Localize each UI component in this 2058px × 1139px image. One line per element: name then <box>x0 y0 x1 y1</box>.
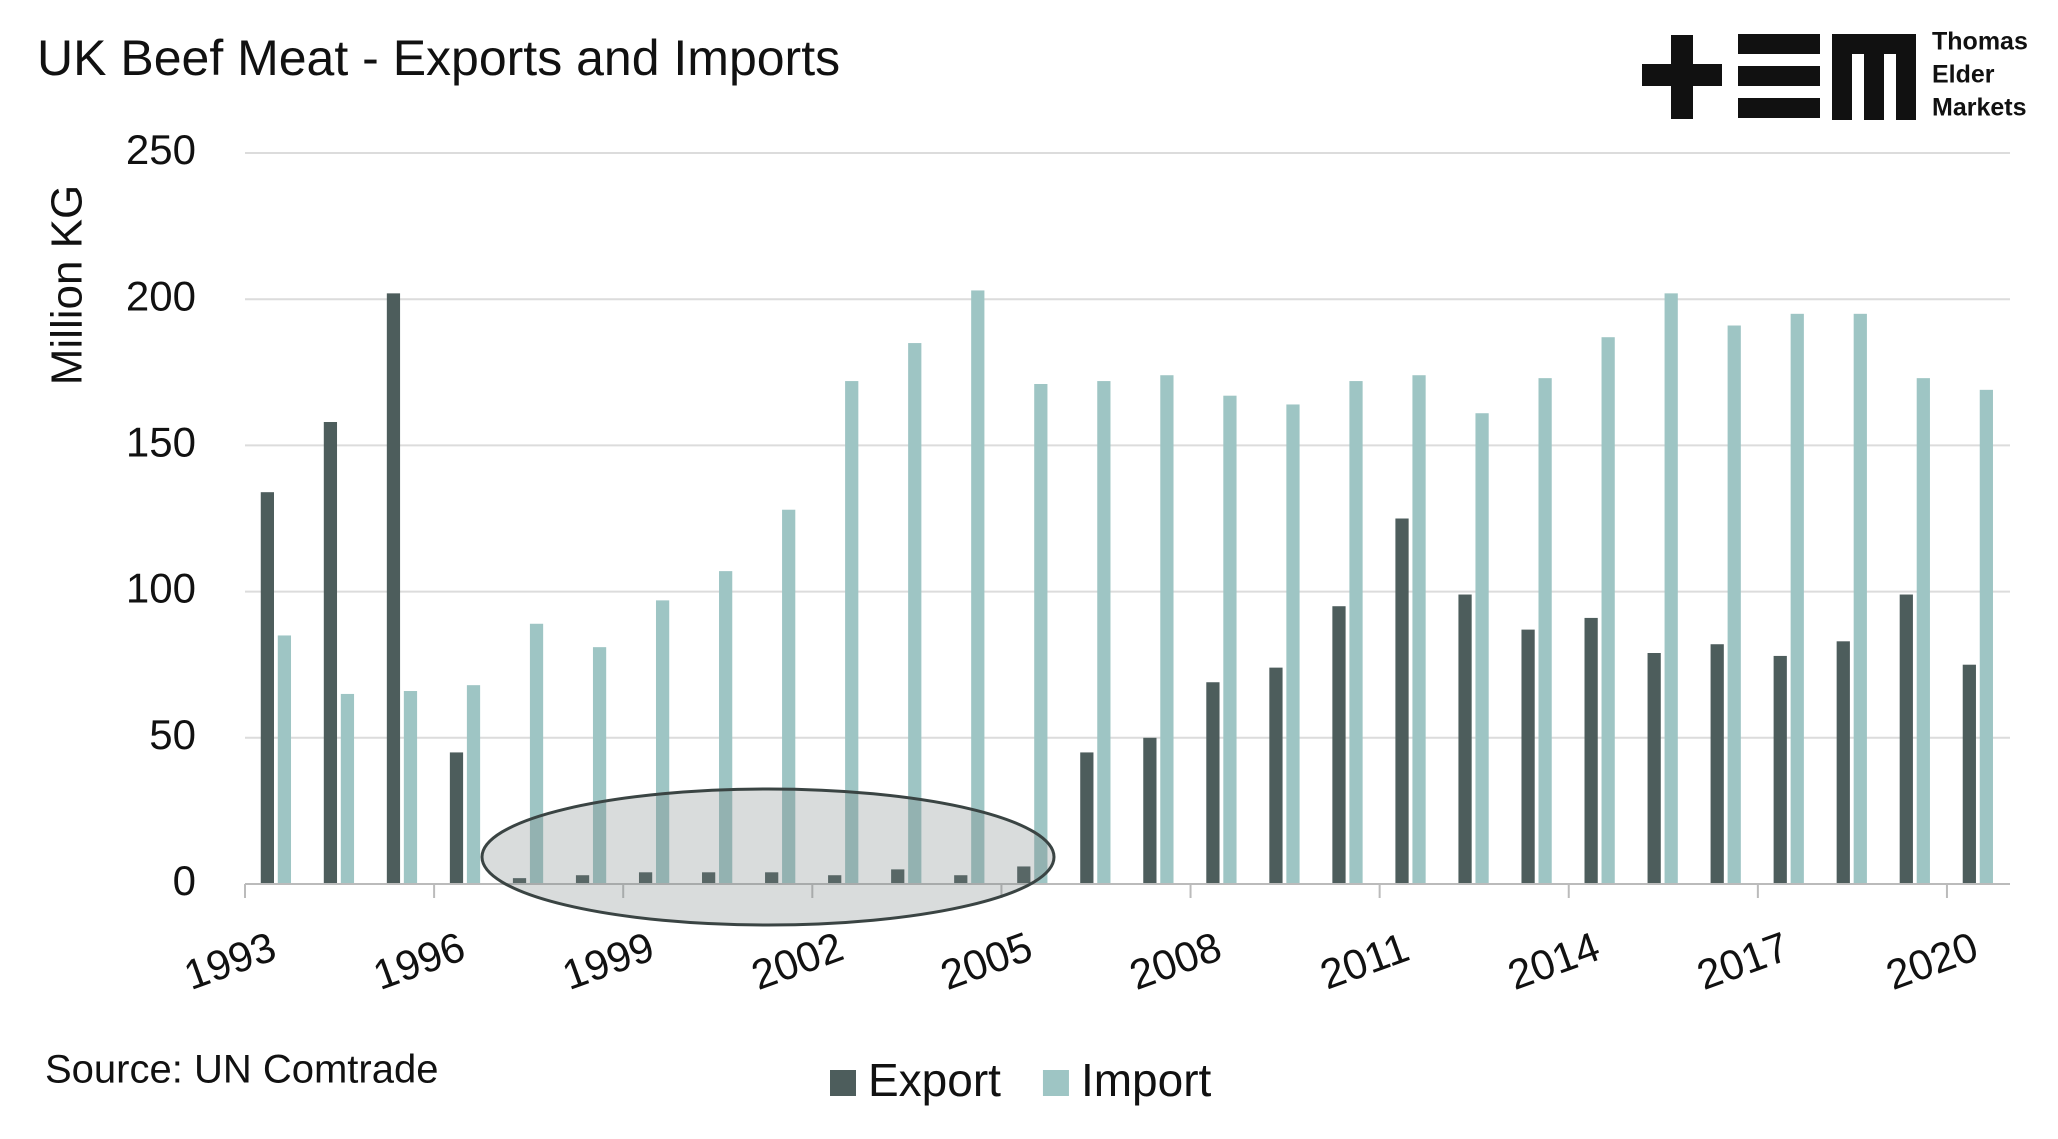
bar <box>1206 682 1220 884</box>
bar <box>386 293 401 884</box>
logo-text: Elder <box>1932 61 1995 89</box>
logo-text: Markets <box>1932 94 2027 122</box>
bar <box>1773 655 1787 884</box>
y-tick-label: 100 <box>126 565 196 612</box>
bar <box>1916 378 1930 884</box>
bar <box>1647 653 1661 884</box>
y-tick-label: 50 <box>149 711 196 758</box>
y-axis-title: Million KG <box>43 185 92 386</box>
x-tick-label: 1999 <box>556 923 660 999</box>
logo: Thomas Elder Markets <box>1642 28 2028 122</box>
x-tick-label: 2008 <box>1123 923 1227 999</box>
bar <box>1160 375 1174 884</box>
bar <box>1080 752 1094 884</box>
bar <box>592 647 607 884</box>
legend-label: Export <box>868 1054 1001 1106</box>
logo-text: Thomas <box>1932 28 2028 56</box>
bar <box>575 875 590 884</box>
chart-title: UK Beef Meat - Exports and Imports <box>37 30 840 86</box>
legend-label: Import <box>1081 1054 1212 1106</box>
x-tick-label: 1993 <box>178 923 282 999</box>
x-tick-label: 1996 <box>367 923 471 999</box>
bar <box>908 343 922 884</box>
bar <box>1538 378 1552 884</box>
bar <box>1395 518 1409 884</box>
bar <box>765 872 779 884</box>
bar <box>323 422 338 884</box>
bar <box>1017 866 1031 884</box>
bar <box>1853 313 1867 884</box>
bar <box>277 635 292 884</box>
y-tick-label: 200 <box>126 272 196 319</box>
y-tick-label: 250 <box>126 126 196 173</box>
x-tick-label: 2011 <box>1314 923 1415 998</box>
y-tick-label: 0 <box>173 857 196 904</box>
bar <box>1412 375 1426 884</box>
bar <box>655 600 670 884</box>
bar <box>1097 381 1111 884</box>
bar <box>1664 293 1678 884</box>
x-tick-label: 2002 <box>745 923 849 999</box>
logo-shape <box>1671 35 1693 119</box>
bar <box>1727 325 1741 884</box>
bar <box>1899 594 1913 884</box>
bar <box>1349 381 1363 884</box>
bar <box>1979 389 1993 884</box>
source: Source: UN Comtrade <box>45 1048 438 1092</box>
bar <box>1034 383 1048 884</box>
legend-swatch <box>1042 1070 1069 1096</box>
bar <box>466 685 481 884</box>
legend-swatch <box>830 1070 856 1096</box>
highlight-ellipse <box>480 787 1056 927</box>
bar <box>1836 641 1850 884</box>
y-tick-label: 150 <box>126 418 196 465</box>
bar <box>1790 313 1804 884</box>
x-tick-label: 2020 <box>1880 923 1984 999</box>
logo-shape <box>1738 66 1820 86</box>
bar <box>1521 629 1535 884</box>
x-tick-label: 2014 <box>1502 923 1606 999</box>
bar <box>891 869 905 884</box>
bar <box>1143 737 1157 884</box>
bar <box>1584 617 1598 884</box>
bar <box>638 872 653 884</box>
bar <box>971 290 985 885</box>
bar <box>1962 664 1976 884</box>
bar <box>340 693 355 884</box>
bar <box>512 878 527 884</box>
bar <box>1601 337 1615 884</box>
bar <box>403 691 418 884</box>
logo-shape <box>1738 98 1820 118</box>
bar <box>1269 667 1283 884</box>
bar <box>719 571 733 884</box>
bar <box>1458 594 1472 884</box>
logo-shape <box>1738 34 1820 54</box>
bar <box>954 875 968 884</box>
bar <box>1710 644 1724 884</box>
bar <box>1332 606 1346 884</box>
bar <box>1286 404 1300 884</box>
bar <box>1475 413 1489 884</box>
bar <box>260 492 274 884</box>
bar <box>1223 395 1237 884</box>
x-tick-label: 2005 <box>934 923 1038 999</box>
logo-shape <box>1832 34 1916 120</box>
bar <box>702 872 716 884</box>
bar <box>449 752 464 884</box>
bar <box>828 875 842 884</box>
bar <box>845 381 859 884</box>
x-tick-label: 2017 <box>1691 923 1795 999</box>
